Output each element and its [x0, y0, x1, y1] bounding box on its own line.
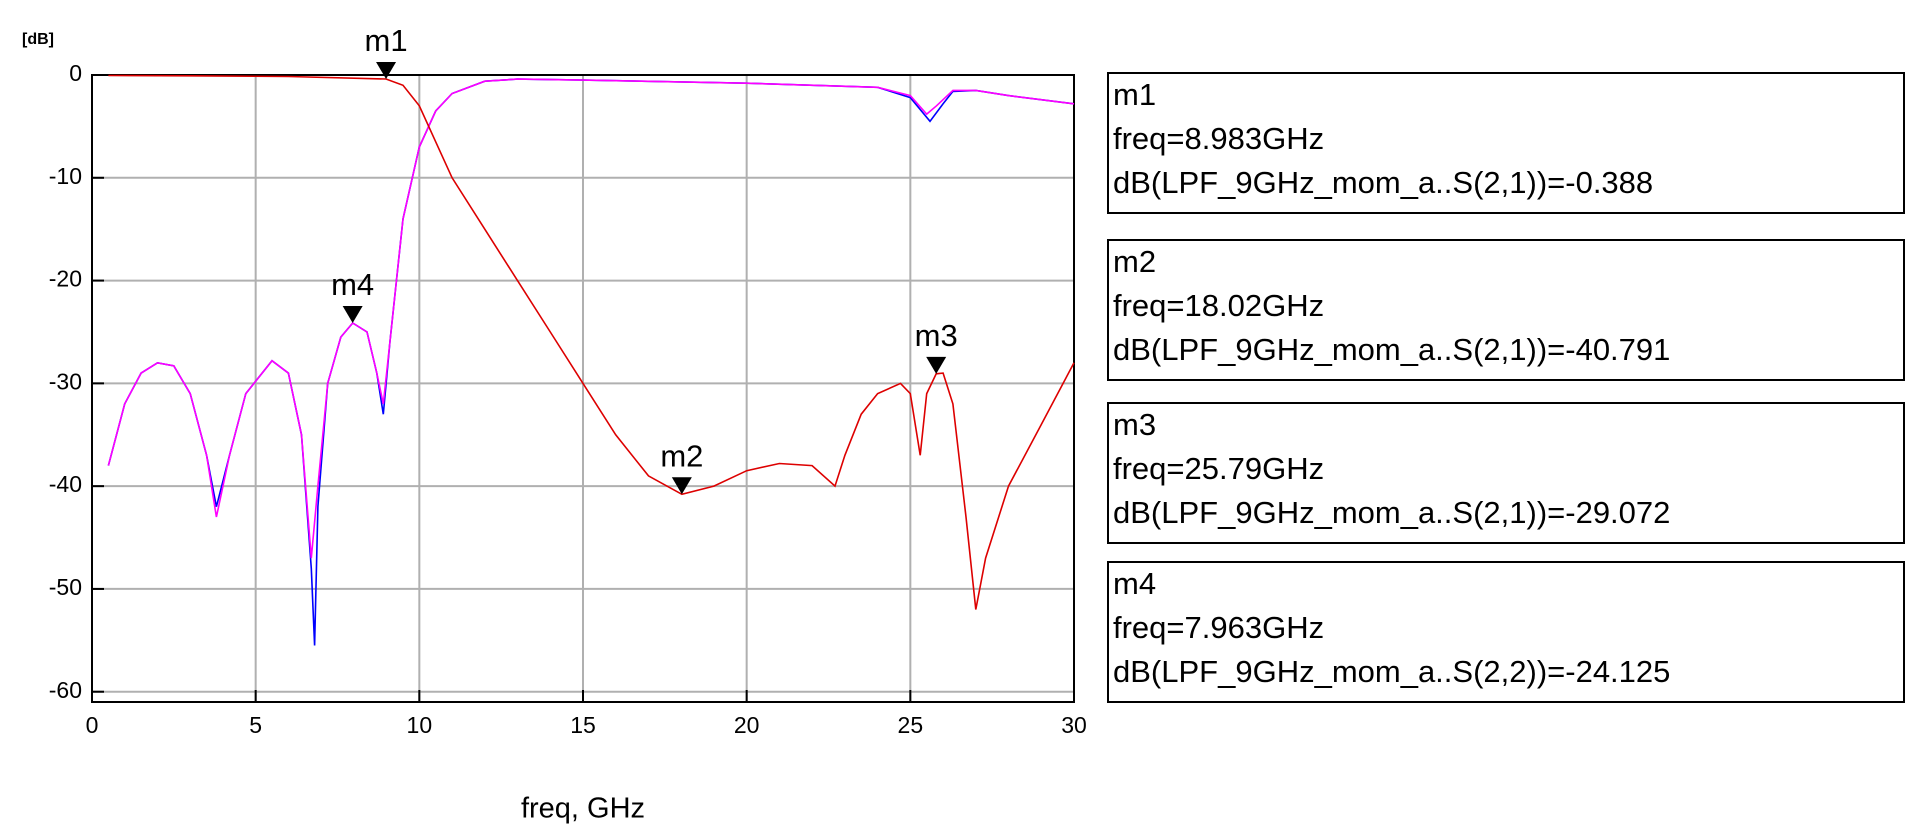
marker-readout: dB(LPF_9GHz_mom_a..S(2,1))=-29.072 [1113, 495, 1670, 530]
y-tick-label: -40 [49, 471, 82, 497]
marker-readout: freq=7.963GHz [1113, 610, 1324, 645]
series-line [107, 78, 1075, 559]
marker-box [1107, 239, 1905, 381]
marker-readout: freq=18.02GHz [1113, 288, 1324, 323]
x-tick-label: 20 [734, 712, 760, 738]
y-tick-label: -60 [49, 677, 82, 703]
marker-readout: freq=25.79GHz [1113, 451, 1324, 486]
plot-frame [91, 74, 1075, 703]
y-tick-label: 0 [69, 60, 82, 86]
series-line [108, 74, 1075, 610]
marker-readout: dB(LPF_9GHz_mom_a..S(2,1))=-0.388 [1113, 165, 1653, 200]
marker-box [1107, 402, 1905, 544]
x-axis-label: freq, GHz [521, 793, 645, 825]
marker-readout: freq=8.983GHz [1113, 121, 1324, 156]
x-tick-label: 10 [407, 712, 433, 738]
marker-readout: m1 [1113, 77, 1156, 112]
marker-readout: m4 [1113, 566, 1156, 601]
y-axis-label: [dB] [22, 31, 54, 48]
marker-box [1107, 72, 1905, 214]
marker-label: m4 [331, 267, 374, 302]
marker-label: m2 [660, 438, 703, 473]
marker-readout: m3 [1113, 407, 1156, 442]
marker-readout: m2 [1113, 244, 1156, 279]
marker-label: m1 [365, 23, 408, 58]
marker [671, 477, 692, 495]
marker [926, 356, 947, 374]
marker-readout: dB(LPF_9GHz_mom_a..S(2,2))=-24.125 [1113, 654, 1670, 689]
x-tick-label: 15 [570, 712, 596, 738]
y-tick-label: -20 [49, 266, 82, 292]
marker-box [1107, 561, 1905, 703]
series-line [107, 78, 1075, 646]
y-tick-label: -10 [49, 163, 82, 189]
x-tick-label: 5 [249, 712, 262, 738]
marker [342, 305, 363, 323]
x-tick-label: 0 [86, 712, 99, 738]
x-tick-label: 30 [1061, 712, 1087, 738]
y-tick-label: -30 [49, 368, 82, 394]
marker [376, 61, 397, 79]
marker-readout: dB(LPF_9GHz_mom_a..S(2,1))=-40.791 [1113, 332, 1670, 367]
marker-label: m3 [915, 318, 958, 353]
y-tick-label: -50 [49, 574, 82, 600]
x-tick-label: 25 [898, 712, 924, 738]
